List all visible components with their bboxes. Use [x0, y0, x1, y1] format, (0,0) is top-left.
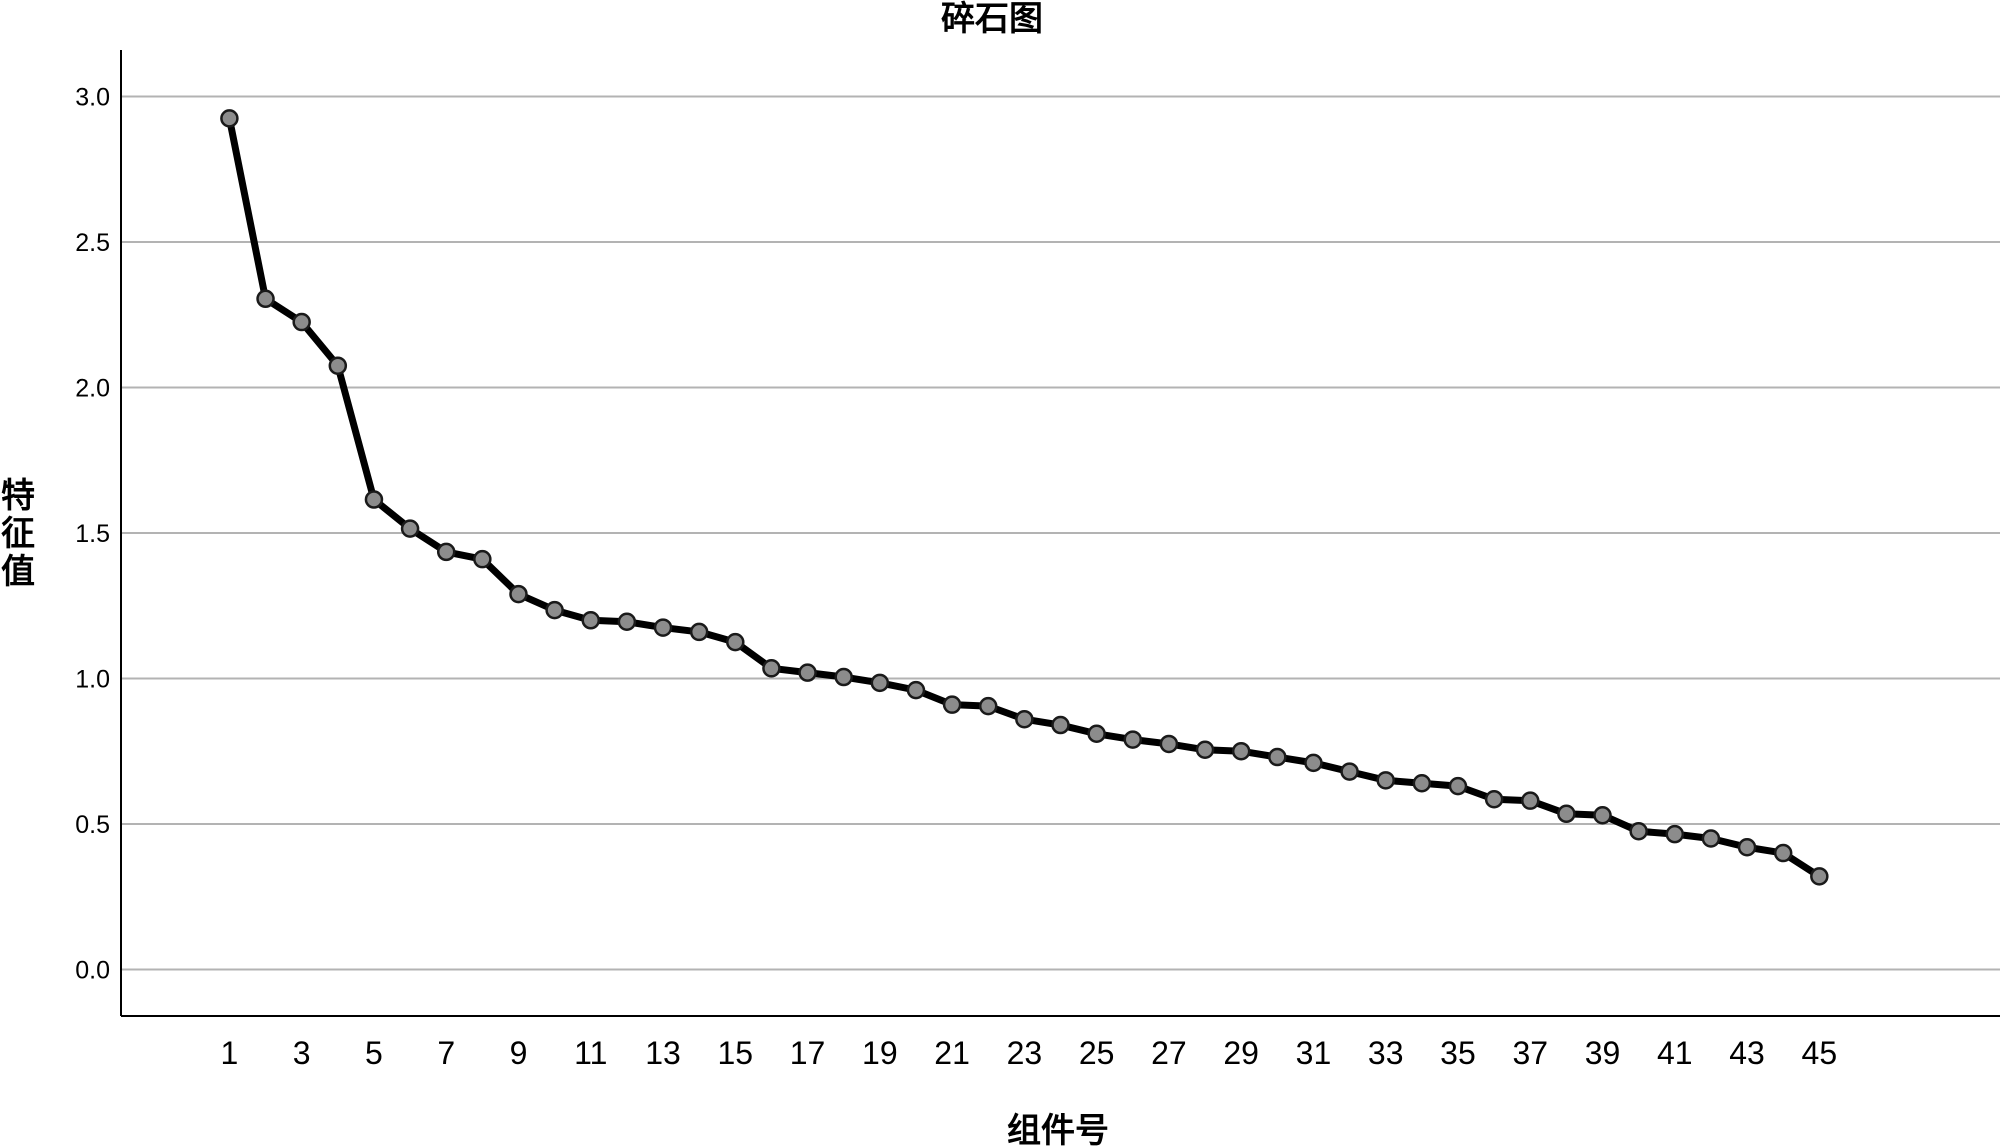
data-point [509, 584, 528, 604]
data-point [1231, 741, 1251, 761]
data-point [798, 663, 817, 682]
x-tick-label: 43 [1729, 1035, 1765, 1071]
data-point [256, 289, 275, 309]
y-axis-title: 特征值 [1, 476, 35, 592]
y-tick-label: 0.5 [75, 811, 110, 839]
x-tick-label: 23 [1007, 1035, 1043, 1071]
data-point [1123, 730, 1143, 749]
x-tick-label: 45 [1802, 1035, 1838, 1071]
data-point [1015, 709, 1034, 729]
x-tick-label: 29 [1223, 1035, 1259, 1071]
data-point [1448, 776, 1468, 796]
x-tick-label: 17 [790, 1035, 826, 1071]
data-point [762, 659, 781, 678]
data-point [1087, 724, 1106, 744]
data-point [870, 673, 890, 693]
x-tick-label: 39 [1585, 1035, 1621, 1071]
data-point [1737, 837, 1757, 857]
x-tick-label: 41 [1657, 1035, 1693, 1071]
data-point [1810, 867, 1829, 886]
x-tick-label: 25 [1079, 1035, 1115, 1071]
x-tick-label: 37 [1512, 1035, 1548, 1071]
x-tick-label: 31 [1296, 1035, 1332, 1071]
data-points [220, 109, 1829, 886]
data-point [1593, 805, 1612, 825]
x-axis-title: 组件号 [1007, 1111, 1109, 1147]
x-tick-label: 21 [934, 1035, 970, 1071]
data-point [1701, 829, 1721, 848]
x-tick-label: 5 [365, 1035, 383, 1071]
data-point [581, 611, 600, 630]
x-tick-label: 19 [862, 1035, 898, 1071]
x-tick-label: 35 [1440, 1035, 1476, 1071]
data-point [1484, 789, 1504, 809]
y-tick-label: 0.0 [75, 956, 110, 984]
data-point [1340, 762, 1359, 781]
data-point [1629, 821, 1648, 841]
data-point [689, 622, 709, 642]
x-tick-labels: 1 3 5 7 9 11 13 15 17 19 21 23 25 27 29 31 33 35 37 39 41 43 4… [221, 1035, 1838, 1071]
data-point [328, 356, 348, 375]
data-point [834, 667, 853, 687]
chart-title: 碎石图 [941, 0, 1043, 39]
data-point [1051, 715, 1070, 735]
data-point [1304, 753, 1323, 773]
data-point [1412, 773, 1432, 793]
y-tick-label: 2.5 [75, 229, 110, 257]
data-point [436, 542, 456, 562]
y-tick-label: 1.5 [75, 520, 110, 548]
data-point [1268, 747, 1287, 767]
data-point [653, 618, 673, 637]
data-point [400, 519, 420, 538]
data-point [220, 109, 239, 128]
y-tick-label: 3.0 [75, 84, 110, 112]
data-point [1521, 791, 1540, 810]
x-tick-label: 13 [645, 1035, 681, 1071]
data-point [292, 312, 311, 332]
x-tick-label: 27 [1151, 1035, 1187, 1071]
x-tick-label: 15 [717, 1035, 753, 1071]
y-tick-label: 2.0 [75, 375, 110, 403]
x-tick-label: 3 [293, 1035, 311, 1071]
data-point [978, 696, 998, 716]
x-tick-label: 7 [437, 1035, 455, 1071]
data-point [617, 612, 637, 631]
data-point [906, 680, 926, 700]
data-point [1557, 804, 1576, 824]
data-point [1159, 734, 1179, 754]
y-tick-labels: 0.0 0.5 1.0 1.5 2.0 2.5 3.0 [75, 84, 110, 985]
data-point [1773, 843, 1793, 863]
x-tick-label: 33 [1368, 1035, 1404, 1071]
axes [120, 50, 2000, 1017]
data-point [364, 490, 384, 509]
data-point [1376, 771, 1395, 790]
x-tick-label: 1 [221, 1035, 239, 1071]
data-point [726, 632, 745, 652]
data-point [1665, 824, 1685, 844]
grid-lines [121, 95, 2000, 971]
data-point [1195, 740, 1215, 760]
y-tick-label: 1.0 [75, 665, 110, 693]
data-point [545, 600, 564, 620]
x-tick-label: 9 [510, 1035, 528, 1071]
data-point [473, 549, 492, 569]
series-line [225, 114, 1823, 880]
x-tick-label: 11 [574, 1035, 607, 1071]
data-point [942, 695, 962, 714]
